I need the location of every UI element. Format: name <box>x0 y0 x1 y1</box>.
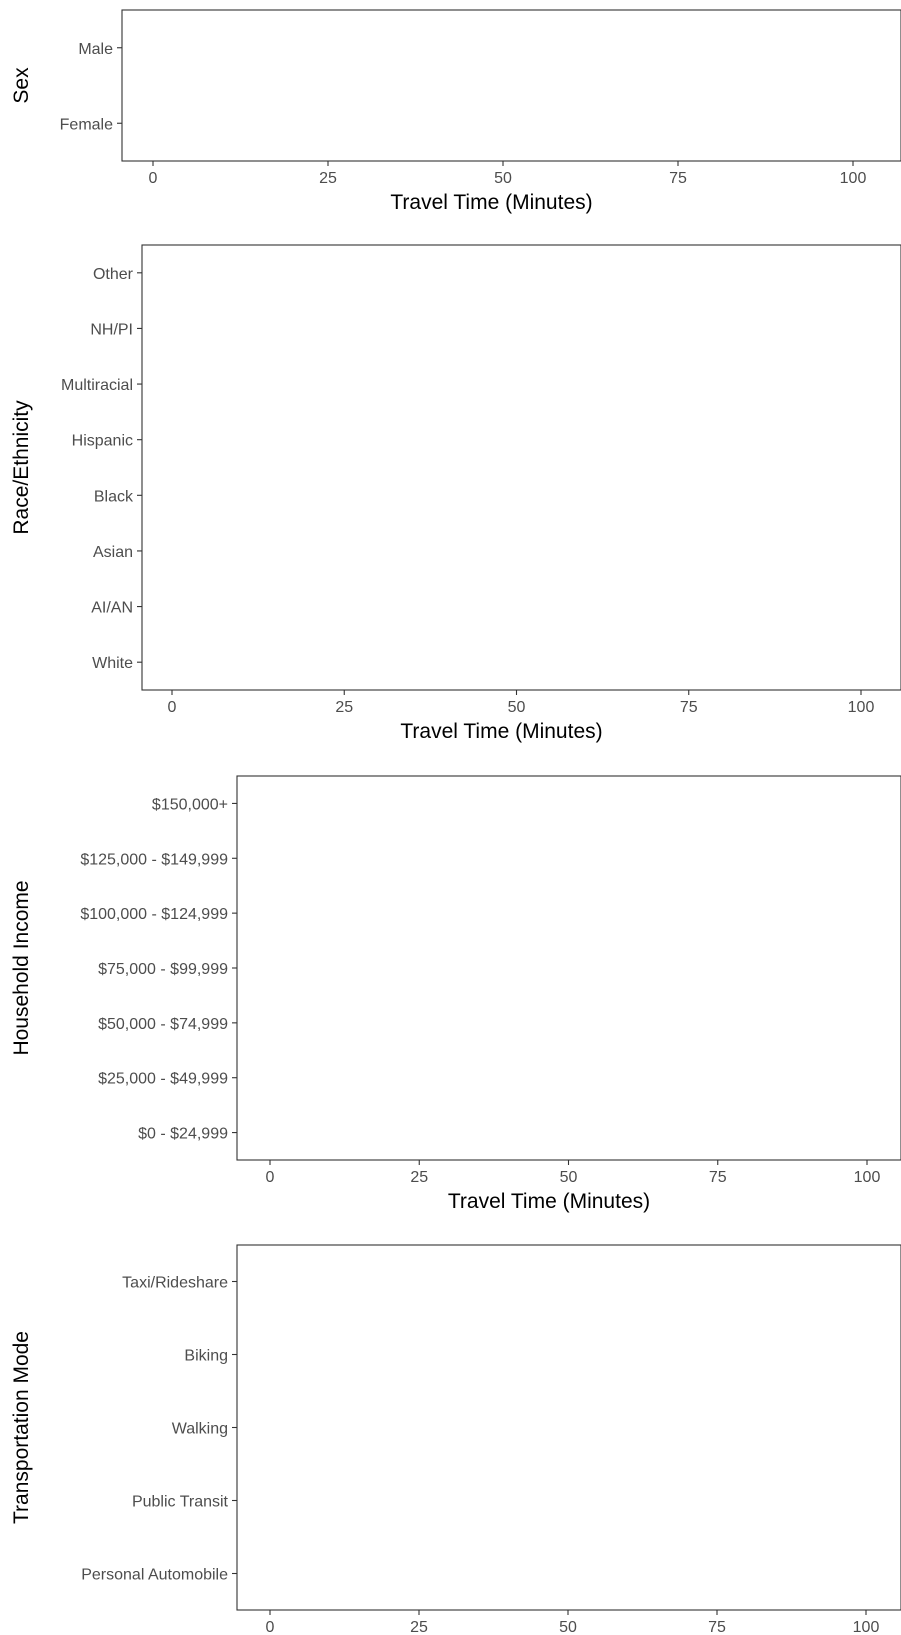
y-tick-label: Multiracial <box>61 377 133 394</box>
y-tick-label: Biking <box>184 1348 228 1365</box>
y-tick-label: Other <box>93 266 134 283</box>
y-tick-label: Black <box>94 488 134 505</box>
x-axis-title: Travel Time (Minutes) <box>390 191 592 214</box>
x-tick-label: 100 <box>854 1169 881 1186</box>
x-tick-label: 50 <box>559 1619 577 1635</box>
x-tick-label: 75 <box>669 170 687 187</box>
x-tick-label: 50 <box>508 699 526 716</box>
panel-border <box>121 9 901 162</box>
panel-sex: Male Female 0 25 50 75 100 Travel Time (Minutes… <box>10 9 901 214</box>
panel-border <box>236 1244 901 1611</box>
y-tick-label: Walking <box>172 1421 228 1438</box>
panel-border <box>236 775 901 1161</box>
y-tick-label: Female <box>60 116 113 133</box>
x-tick-label: 25 <box>410 1619 428 1635</box>
x-tick-label: 75 <box>680 699 698 716</box>
panel-race-ethnicity: Other NH/PI Multiracial Hispanic Black Asian A… <box>10 244 901 743</box>
y-tick-label: Taxi/Rideshare <box>122 1275 228 1292</box>
x-tick-label: 50 <box>494 170 512 187</box>
y-tick-label: Hispanic <box>72 433 133 450</box>
x-tick-label: 100 <box>853 1619 880 1635</box>
y-tick-label: Public Transit <box>132 1494 229 1511</box>
x-axis-title: Travel Time (Minutes) <box>400 720 602 743</box>
panel-border <box>141 244 901 691</box>
y-tick-label: NH/PI <box>90 321 133 338</box>
y-tick-label: $100,000 - $124,999 <box>80 906 228 923</box>
y-tick-label: Asian <box>93 544 133 561</box>
panel-transportation-mode: Taxi/Rideshare Biking Walking Public Transi… <box>10 1244 901 1635</box>
y-tick-label: White <box>92 655 133 672</box>
y-tick-label: $25,000 - $49,999 <box>98 1071 228 1088</box>
x-tick-label: 50 <box>560 1169 578 1186</box>
y-tick-label: $50,000 - $74,999 <box>98 1016 228 1033</box>
y-tick-label: $75,000 - $99,999 <box>98 961 228 978</box>
x-tick-label: 25 <box>410 1169 428 1186</box>
y-axis-title: Sex <box>10 67 33 104</box>
y-tick-label: $150,000+ <box>152 796 228 813</box>
x-tick-label: 100 <box>848 699 875 716</box>
x-tick-label: 100 <box>840 170 867 187</box>
y-tick-label: $125,000 - $149,999 <box>80 851 228 868</box>
x-tick-label: 0 <box>168 699 177 716</box>
x-tick-label: 25 <box>335 699 353 716</box>
y-axis-title: Household Income <box>10 880 33 1055</box>
x-tick-label: 75 <box>708 1619 726 1635</box>
x-tick-label: 0 <box>266 1619 275 1635</box>
x-tick-label: 25 <box>319 170 337 187</box>
y-axis-title: Race/Ethnicity <box>10 400 33 535</box>
x-axis-title: Travel Time (Minutes) <box>448 1190 650 1213</box>
x-tick-label: 0 <box>266 1169 275 1186</box>
y-tick-label: Personal Automobile <box>81 1567 228 1584</box>
x-tick-label: 0 <box>149 170 158 187</box>
x-tick-label: 75 <box>709 1169 727 1186</box>
y-tick-label: Male <box>78 41 113 58</box>
y-axis-title: Transportation Mode <box>10 1331 33 1524</box>
panel-household-income: $150,000+ $125,000 - $149,999 $100,000 - $… <box>10 775 901 1213</box>
y-tick-label: $0 - $24,999 <box>138 1126 228 1143</box>
y-tick-label: AI/AN <box>91 600 133 617</box>
